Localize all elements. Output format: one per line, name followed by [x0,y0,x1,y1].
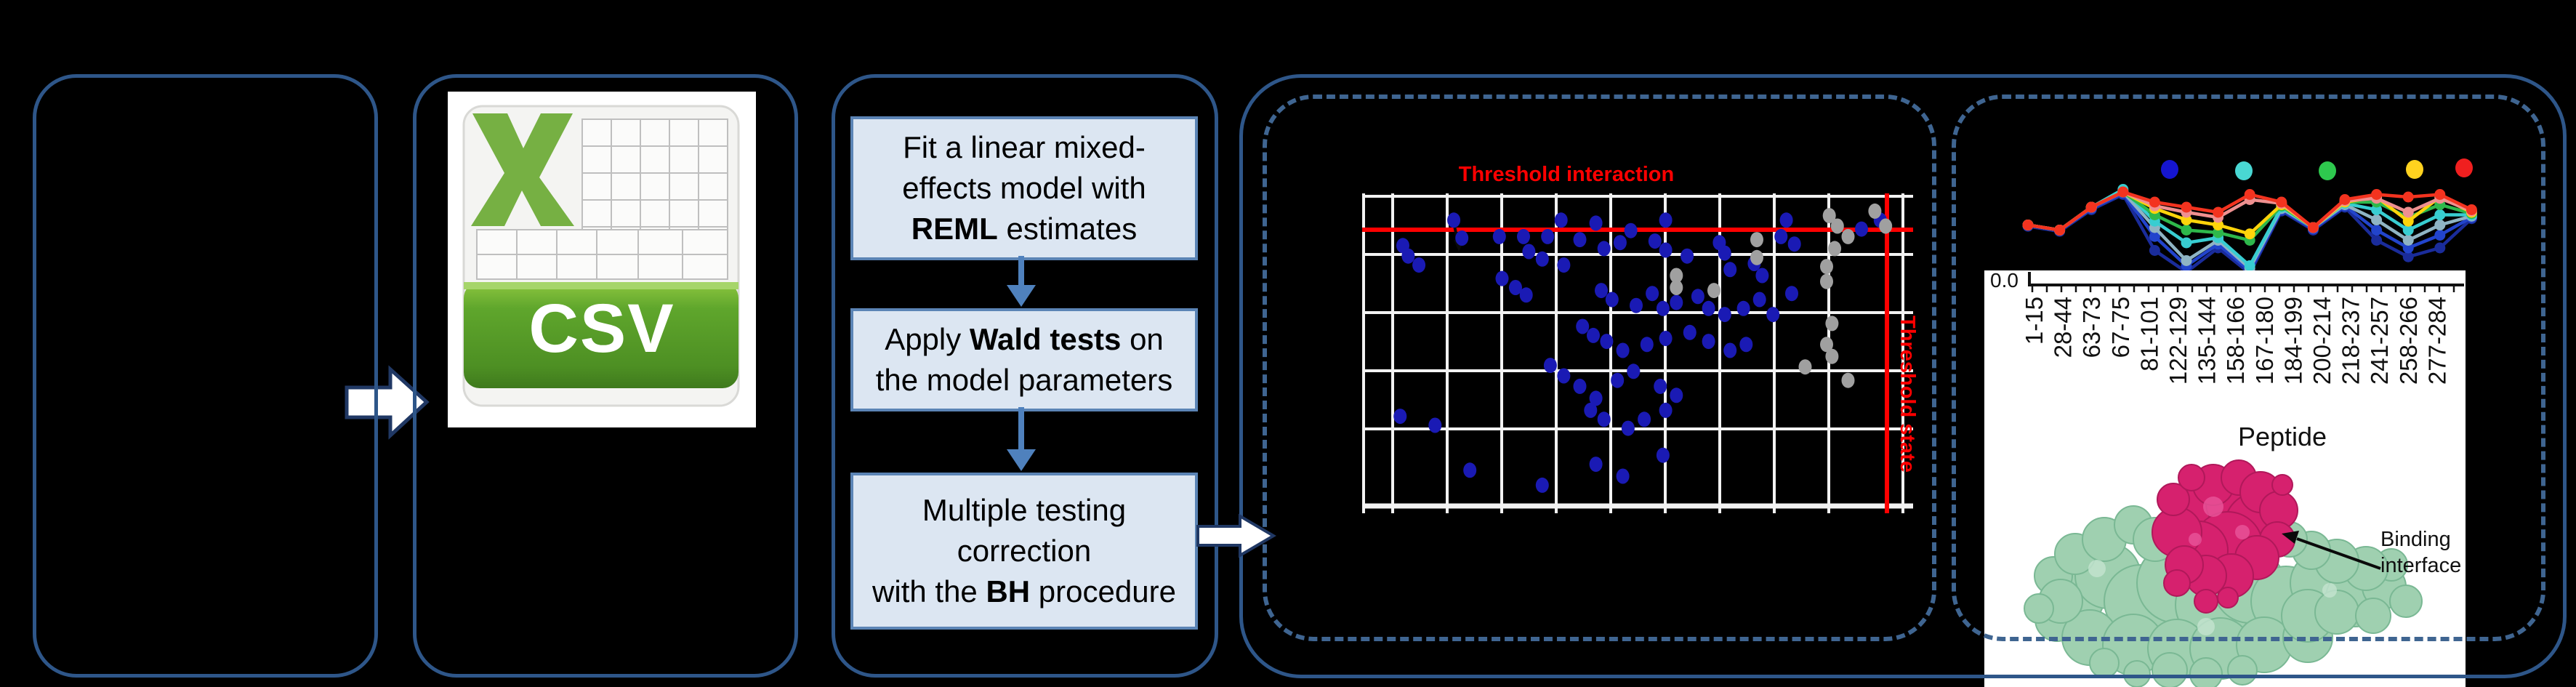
flow-step-bh: Multiple testing correction with the BH pr… [850,473,1198,630]
down-arrow-icon [1018,407,1024,451]
x-axis-title: Peptide [2237,422,2327,451]
binding-epitope-pink [2152,459,2298,614]
svg-text:81-101: 81-101 [2136,297,2162,371]
protein-structure-image [2024,459,2423,687]
y-axis-tick-label: 0.0 [1990,270,2018,292]
axis-ticks [2031,285,2455,292]
results-group-box [1239,74,2567,678]
input-panel-box [33,74,378,678]
svg-text:184-199: 184-199 [2279,297,2306,385]
svg-text:63-73: 63-73 [2078,297,2105,358]
embedded-plot-image: 0.0 1-15 28-44 63-73 67-75 81-101 122-129 135-… [1984,270,2466,687]
svg-text:122-129: 122-129 [2165,297,2191,385]
scatter-points [1393,203,1893,493]
binding-interface-label: Binding interface [2380,528,2462,577]
svg-text:241-257: 241-257 [2366,297,2393,385]
uptake-series-lines [2022,184,2477,279]
flow-step-reml: Fit a linear mixed-effects model with REM… [850,116,1198,260]
down-arrowhead-icon [1007,285,1036,307]
scatter-dashed-panel [1263,95,1936,641]
svg-text:67-75: 67-75 [2107,297,2134,358]
uptake-dashed-panel [1952,95,2545,641]
volcano-scatter-plot [1362,193,1913,513]
svg-text:277-284: 277-284 [2423,297,2450,385]
svg-text:167-180: 167-180 [2251,297,2278,385]
svg-text:218-237: 218-237 [2338,297,2364,385]
legend-dots [2161,158,2473,180]
csv-icon-graphic [462,105,740,407]
svg-text:135-144: 135-144 [2194,297,2221,385]
csv-panel-box [413,74,798,678]
svg-text:28-44: 28-44 [2050,297,2077,358]
workflow-panel-box [832,74,1218,678]
down-arrow-icon [1018,256,1024,286]
peptide-axis: 1-15 28-44 63-73 67-75 81-101 122-129 135-144 1… [2021,272,2464,385]
right-arrow-icon [1196,513,1276,558]
csv-file-icon: CSV [448,92,756,427]
scatter-title: Threshold interaction [1458,163,1675,186]
svg-text:258-266: 258-266 [2395,297,2422,385]
uptake-line-chart [2022,158,2477,279]
svg-text:1-15: 1-15 [2021,297,2048,345]
binding-arrow-icon [2282,531,2381,570]
down-arrowhead-icon [1007,449,1036,471]
flow-step-wald: Apply Wald tests on the model parameters [850,308,1198,411]
csv-label: CSV [528,290,675,367]
svg-text:158-166: 158-166 [2222,297,2249,385]
excel-x-icon [471,113,574,226]
peptide-tick-labels: 1-15 28-44 63-73 67-75 81-101 122-129 135-144 1… [2021,297,2450,385]
right-arrow-icon [345,365,430,440]
svg-text:200-214: 200-214 [2309,297,2335,385]
